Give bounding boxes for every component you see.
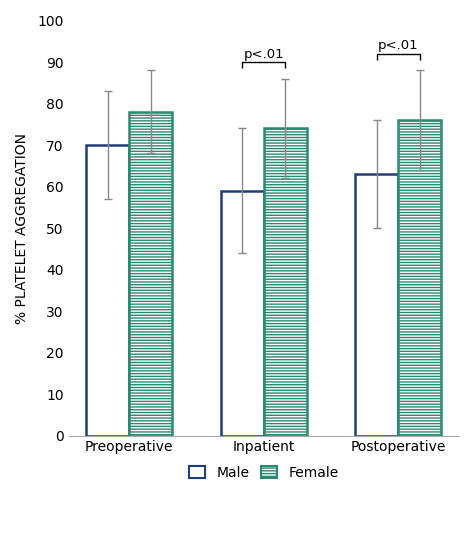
Text: p<.01: p<.01: [378, 39, 419, 52]
Bar: [86, 145, 129, 435]
Bar: [398, 120, 441, 435]
Bar: [264, 128, 307, 435]
Bar: [129, 112, 173, 435]
Bar: [221, 191, 264, 435]
Y-axis label: % PLATELET AGGREGATION: % PLATELET AGGREGATION: [15, 133, 29, 324]
Bar: [355, 174, 398, 435]
Legend: Male, Female: Male, Female: [182, 459, 346, 487]
Text: p<.01: p<.01: [244, 48, 284, 61]
